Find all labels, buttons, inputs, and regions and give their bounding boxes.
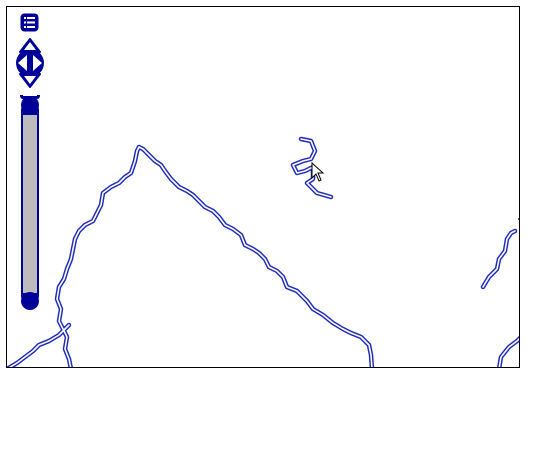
streams-layer (7, 136, 519, 367)
pan-right-button[interactable] (33, 55, 42, 71)
stream-fills (8, 138, 519, 367)
pan-control[interactable] (11, 38, 49, 88)
pan-arrows-icon (16, 38, 44, 88)
zoom-slider-handle[interactable] (20, 95, 40, 99)
layer-switcher-button[interactable] (20, 13, 39, 32)
pan-left-button[interactable] (18, 55, 27, 71)
zoom-bar[interactable] (19, 95, 41, 311)
stream-east-dot (518, 218, 519, 220)
stream-outlines (7, 136, 519, 367)
map-status-bar (6, 370, 520, 386)
zoom-out-button[interactable] (21, 292, 39, 310)
map-viewport[interactable] (6, 6, 520, 368)
zoom-in-button[interactable] (21, 96, 39, 114)
mouse-cursor-icon (311, 162, 325, 182)
